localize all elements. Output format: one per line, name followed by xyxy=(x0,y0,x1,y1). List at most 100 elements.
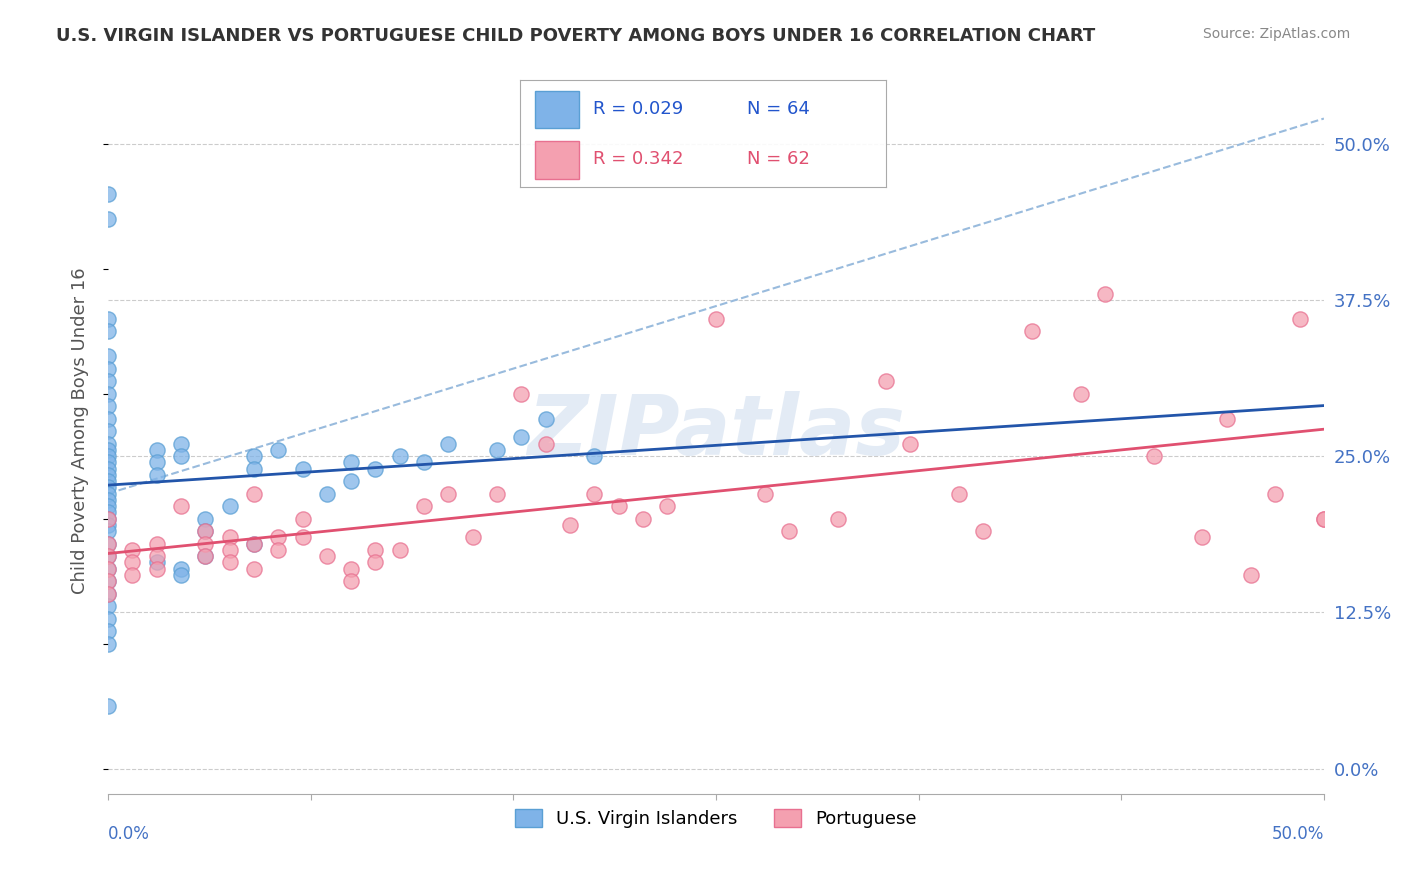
Point xyxy=(243,486,266,500)
Point xyxy=(340,574,363,589)
Point xyxy=(145,455,167,469)
Point xyxy=(194,524,217,538)
Point xyxy=(364,542,387,557)
Point xyxy=(194,524,217,538)
Point xyxy=(243,449,266,463)
Point xyxy=(97,399,120,413)
Point xyxy=(291,530,314,544)
Text: Source: ZipAtlas.com: Source: ZipAtlas.com xyxy=(1202,27,1350,41)
Point xyxy=(778,524,800,538)
Text: N = 62: N = 62 xyxy=(747,151,810,169)
Point xyxy=(145,442,167,457)
Point xyxy=(97,467,120,482)
Point xyxy=(1143,449,1166,463)
Point xyxy=(388,542,411,557)
Point xyxy=(972,524,994,538)
Point xyxy=(291,511,314,525)
Point xyxy=(340,455,363,469)
Point xyxy=(631,511,654,525)
Point xyxy=(534,411,557,425)
Point xyxy=(267,542,290,557)
Point xyxy=(437,436,460,450)
Point xyxy=(267,442,290,457)
Point xyxy=(1094,286,1116,301)
Point xyxy=(97,549,120,563)
Point xyxy=(97,436,120,450)
Point xyxy=(97,599,120,614)
Point xyxy=(510,430,533,444)
Point xyxy=(218,542,240,557)
Point xyxy=(291,461,314,475)
Point xyxy=(97,461,120,475)
Point xyxy=(97,480,120,494)
Point xyxy=(97,505,120,519)
Point xyxy=(315,549,337,563)
Point xyxy=(170,568,193,582)
Point xyxy=(170,436,193,450)
Point xyxy=(900,436,922,450)
Point xyxy=(97,562,120,576)
Point xyxy=(1288,311,1310,326)
Point xyxy=(121,568,143,582)
Point xyxy=(486,486,509,500)
Point xyxy=(437,486,460,500)
Point xyxy=(510,386,533,401)
Point xyxy=(243,536,266,550)
Point xyxy=(315,486,337,500)
Point xyxy=(97,511,120,525)
Point xyxy=(145,536,167,550)
Point xyxy=(97,492,120,507)
Point xyxy=(97,524,120,538)
Point xyxy=(97,442,120,457)
Point xyxy=(657,499,679,513)
Point xyxy=(364,461,387,475)
Point xyxy=(1021,324,1043,338)
Point xyxy=(875,374,897,388)
Point xyxy=(607,499,630,513)
Point xyxy=(145,555,167,569)
Bar xyxy=(534,141,579,178)
Text: R = 0.029: R = 0.029 xyxy=(593,100,683,118)
Point xyxy=(145,467,167,482)
Point xyxy=(97,374,120,388)
Text: R = 0.342: R = 0.342 xyxy=(593,151,683,169)
Point xyxy=(97,349,120,363)
Point xyxy=(1313,511,1336,525)
Point xyxy=(97,511,120,525)
Point xyxy=(243,562,266,576)
Bar xyxy=(534,91,579,128)
Point xyxy=(1191,530,1213,544)
Point xyxy=(97,699,120,714)
Point xyxy=(413,455,436,469)
Point xyxy=(461,530,484,544)
Point xyxy=(97,536,120,550)
Point xyxy=(97,574,120,589)
Point xyxy=(97,486,120,500)
Point xyxy=(97,499,120,513)
Point xyxy=(97,386,120,401)
Point xyxy=(1070,386,1092,401)
Point xyxy=(413,499,436,513)
Point xyxy=(218,499,240,513)
Point xyxy=(170,562,193,576)
Point xyxy=(97,424,120,438)
Point xyxy=(340,562,363,576)
Point xyxy=(754,486,776,500)
Point xyxy=(121,542,143,557)
Point xyxy=(583,486,606,500)
Point xyxy=(340,474,363,488)
Point xyxy=(97,411,120,425)
Point xyxy=(194,549,217,563)
Point xyxy=(194,536,217,550)
Point xyxy=(388,449,411,463)
Point xyxy=(97,549,120,563)
Point xyxy=(97,574,120,589)
Point xyxy=(97,474,120,488)
Point xyxy=(558,517,581,532)
Point xyxy=(97,311,120,326)
Point xyxy=(1264,486,1286,500)
Y-axis label: Child Poverty Among Boys Under 16: Child Poverty Among Boys Under 16 xyxy=(72,268,89,594)
Point xyxy=(534,436,557,450)
Point xyxy=(194,549,217,563)
Point xyxy=(170,449,193,463)
